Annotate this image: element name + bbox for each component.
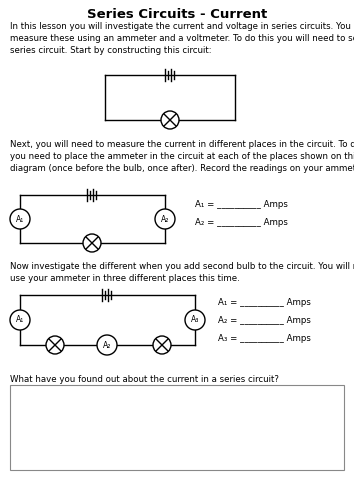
Text: A₂: A₂ [103,340,111,349]
Text: A₁ = __________ Amps: A₁ = __________ Amps [195,200,288,209]
Bar [10,385,344,470]
Text: A₁ = __________ Amps: A₁ = __________ Amps [218,298,311,307]
Circle shape [46,336,64,354]
Circle shape [97,335,117,355]
Circle shape [185,310,205,330]
Text: A₃: A₃ [191,316,199,324]
Circle shape [153,336,171,354]
Text: Now investigate the different when you add second bulb to the circuit. You will : Now investigate the different when you a… [10,262,354,283]
Circle shape [10,209,30,229]
Text: A₁: A₁ [16,316,24,324]
Circle shape [155,209,175,229]
Circle shape [161,111,179,129]
Text: Series Circuits - Current: Series Circuits - Current [87,8,267,21]
Text: Next, you will need to measure the current in different places in the circuit. T: Next, you will need to measure the curre… [10,140,354,172]
Circle shape [83,234,101,252]
Text: What have you found out about the current in a series circuit?: What have you found out about the curren… [10,375,279,384]
Circle shape [10,310,30,330]
Text: A₂ = __________ Amps: A₂ = __________ Amps [195,218,288,227]
Text: A₂ = __________ Amps: A₂ = __________ Amps [218,316,311,325]
Text: A₂: A₂ [161,214,169,224]
Text: A₁: A₁ [16,214,24,224]
Text: A₃ = __________ Amps: A₃ = __________ Amps [218,334,311,343]
Text: In this lesson you will investigate the current and voltage in series circuits. : In this lesson you will investigate the … [10,22,354,54]
